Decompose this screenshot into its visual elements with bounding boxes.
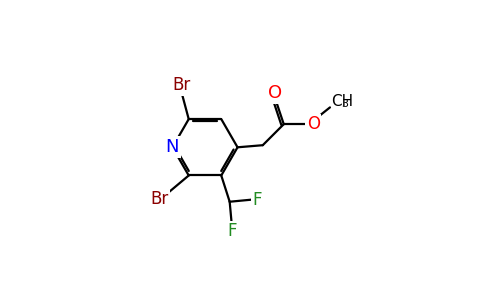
Text: 3: 3 (341, 99, 348, 109)
Text: F: F (252, 190, 262, 208)
Text: F: F (227, 222, 237, 240)
Text: N: N (166, 138, 179, 156)
Text: O: O (268, 84, 282, 102)
Text: O: O (307, 115, 319, 133)
Text: CH: CH (331, 94, 353, 109)
Text: Br: Br (151, 190, 168, 208)
Text: Br: Br (172, 76, 191, 94)
